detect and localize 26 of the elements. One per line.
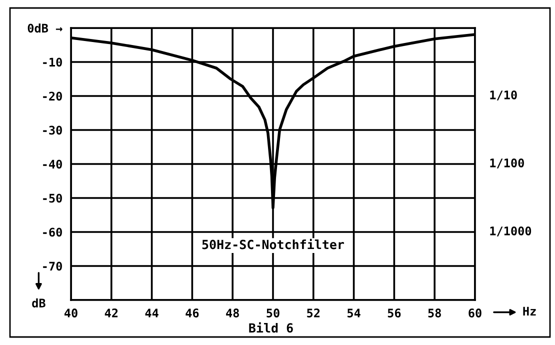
y-tick-label: -20 [43, 92, 62, 101]
y-tick-label: -60 [43, 228, 62, 237]
x-tick-label: 40 [64, 308, 78, 318]
x-tick-label: 54 [348, 308, 360, 318]
text: 1/100 [490, 158, 524, 168]
y-tick-label: -70 [43, 262, 62, 271]
x-tick-label: 44 [145, 308, 158, 318]
x-tick-label: 56 [388, 308, 401, 318]
y-tick-label: 0dB → [28, 24, 62, 33]
text: 1/10 [490, 90, 517, 100]
text: Bild 6 [249, 322, 293, 333]
x-axis-title: Hz [523, 306, 536, 316]
y-tick-label: -40 [43, 160, 62, 169]
x-tick-label: 42 [104, 308, 118, 318]
x-tick-label: 60 [468, 308, 482, 318]
y-tick-label: -50 [43, 194, 62, 203]
annotation: 50Hz-SC-Notchfilter [202, 238, 344, 250]
text: 1/1000 [490, 226, 532, 236]
y-tick-label: -10 [43, 58, 62, 67]
y-tick-label: -30 [43, 126, 62, 135]
y-axis-title: dB [32, 298, 46, 308]
x-tick-label: 46 [186, 308, 199, 318]
x-tick-label: 48 [226, 308, 239, 318]
x-tick-label: 50 [266, 308, 280, 318]
x-tick-label: 58 [428, 308, 441, 318]
x-tick-label: 52 [307, 308, 320, 318]
